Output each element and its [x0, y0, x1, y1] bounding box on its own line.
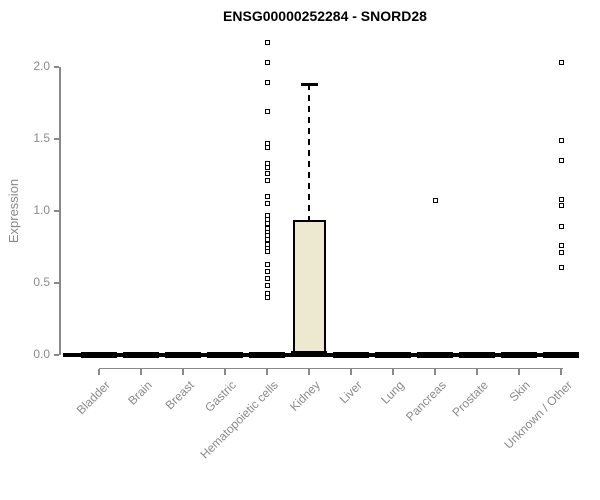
median-bar	[81, 352, 117, 358]
outlier-point	[264, 80, 270, 86]
x-category-label: Skin	[506, 378, 533, 405]
x-axis-tick	[98, 369, 100, 375]
outlier-point	[558, 250, 564, 256]
outlier-point	[558, 158, 564, 164]
median-bar	[459, 352, 495, 358]
box	[292, 219, 326, 355]
x-axis-tick	[518, 369, 520, 375]
median-bar	[165, 352, 201, 358]
median-bar	[417, 352, 453, 358]
outlier-point	[558, 264, 564, 270]
outlier-point	[264, 109, 270, 115]
outlier-point	[264, 261, 270, 267]
median-bar	[249, 352, 285, 358]
y-axis-tick	[54, 66, 59, 68]
outlier-point	[264, 283, 270, 289]
outlier-point	[558, 137, 564, 143]
x-category-label: Kidney	[287, 378, 323, 414]
median-bar	[501, 352, 537, 358]
outlier-point	[558, 224, 564, 230]
outlier-point	[264, 276, 270, 282]
chart-title: ENSG00000252284 - SNORD28	[223, 8, 427, 24]
x-category-label: Hematopoietic cells	[197, 378, 281, 462]
outlier-point	[264, 178, 270, 184]
outlier-point	[558, 243, 564, 249]
y-axis-tick	[54, 210, 59, 212]
outlier-point	[558, 60, 564, 66]
outlier-point	[432, 198, 438, 204]
x-category-label: Breast	[162, 378, 197, 413]
x-axis-tick	[476, 369, 478, 375]
y-tick-label: 1.0	[33, 203, 50, 217]
outlier-point	[264, 165, 270, 171]
x-category-label: Brain	[125, 378, 155, 408]
outlier-point	[264, 194, 270, 200]
median-bar	[333, 352, 369, 358]
y-axis-tick	[54, 354, 59, 356]
x-axis-tick	[308, 369, 310, 375]
x-category-label: Gastric	[202, 378, 239, 415]
y-axis-tick	[54, 282, 59, 284]
y-tick-label: 1.5	[33, 131, 50, 145]
x-category-label: Pancreas	[403, 378, 449, 424]
x-axis-tick	[560, 369, 562, 375]
x-axis-tick	[266, 369, 268, 375]
x-axis-tick	[224, 369, 226, 375]
median-bar	[375, 352, 411, 358]
outlier-point	[264, 248, 270, 254]
y-tick-label: 0.5	[33, 275, 50, 289]
upper-whisker-line	[308, 84, 310, 220]
x-axis-tick	[350, 369, 352, 375]
outlier-point	[264, 268, 270, 274]
y-axis-line	[59, 67, 61, 355]
x-axis-line	[99, 367, 563, 369]
outlier-point	[558, 196, 564, 202]
x-axis-tick	[434, 369, 436, 375]
x-axis-tick	[140, 369, 142, 375]
x-axis-tick	[392, 369, 394, 375]
y-tick-label: 0.0	[33, 347, 50, 361]
x-category-label: Prostate	[449, 378, 491, 420]
outlier-point	[264, 145, 270, 151]
outlier-point	[264, 171, 270, 177]
x-category-label: Bladder	[73, 378, 113, 418]
y-tick-label: 2.0	[33, 59, 50, 73]
median-bar	[123, 352, 159, 358]
y-axis-tick	[54, 138, 59, 140]
upper-whisker-cap	[300, 82, 318, 86]
median-bar	[291, 350, 327, 357]
x-category-label: Liver	[336, 378, 365, 407]
outlier-point	[558, 202, 564, 208]
median-bar	[543, 352, 579, 358]
outlier-point	[264, 294, 270, 300]
outlier-point	[264, 201, 270, 207]
x-axis-tick	[182, 369, 184, 375]
outlier-point	[264, 60, 270, 66]
median-bar	[207, 352, 243, 358]
outlier-point	[264, 40, 270, 46]
x-category-label: Lung	[378, 378, 407, 407]
